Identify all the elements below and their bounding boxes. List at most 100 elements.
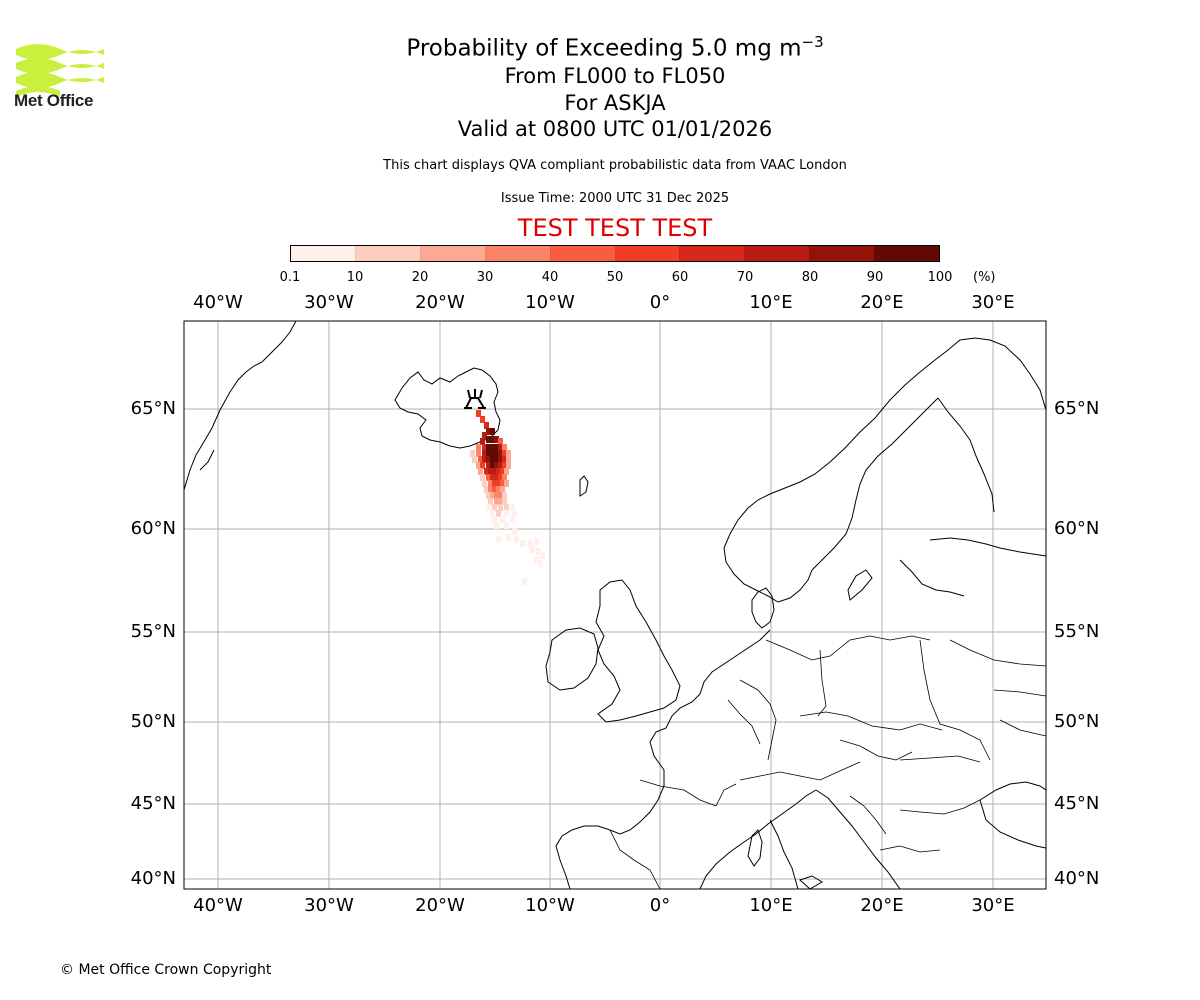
ash-probability-cell [498,474,503,481]
country-borders [609,635,1046,889]
longitude-label-top: 40°W [193,292,243,313]
ash-probability-cell [476,444,481,451]
colorbar-segment [874,246,940,261]
ash-probability-cell [504,522,509,529]
ash-probability-cell [502,474,507,481]
ash-probability-cell [502,444,507,451]
ash-probability-cell [492,468,497,475]
ash-probability-cell [486,436,491,443]
ash-probability-cell [494,522,499,529]
latitude-label-left: 50°N [130,711,176,732]
ash-probability-cell [494,498,499,505]
colorbar-tick-label: 20 [411,270,429,285]
ash-probability-cell [490,462,495,469]
longitude-label-bottom: 20°E [860,895,904,916]
ash-probability-cell [486,444,491,451]
colorbar [290,245,940,262]
ash-probability-cell [528,540,533,547]
ireland-coast [545,627,599,691]
longitude-label-top: 30°W [304,292,354,313]
colorbar-segment [484,246,550,261]
iceland-coast [394,367,501,449]
colorbar-segment [809,246,875,261]
ash-probability-cell [504,504,509,511]
ash-probability-cell [498,498,503,505]
colorbar-segment [614,246,680,261]
colorbar-tick-label: 70 [736,270,754,285]
ash-probability-cell [496,536,501,543]
ash-probability-cell [540,552,545,559]
ash-probability-cell [494,450,499,457]
ash-probability-cell [478,456,483,463]
ash-probability-cell [522,578,527,585]
ash-probability-cell [476,450,481,457]
colorbar-unit: (%) [973,270,996,285]
ash-probability-cell [496,468,501,475]
ash-probability-cell [486,462,491,469]
longitude-label-top: 10°E [749,292,793,313]
ash-probability-cell [498,456,503,463]
ash-probability-cell [498,450,503,457]
colorbar-tick-label: 50 [606,270,624,285]
ash-probability-cell [496,480,501,487]
ash-probability-cell [502,456,507,463]
volcano-name: For ASKJA [564,91,666,115]
ash-probability-cell [502,450,507,457]
ash-probability-cell [494,444,499,451]
ash-probability-cell [494,456,499,463]
ash-probability-cell [494,436,499,443]
test-banner: TEST TEST TEST [517,214,713,242]
ash-probability-cell [486,456,491,463]
ash-probability-cell [496,486,501,493]
ash-probability-field [470,410,545,585]
colorbar-tick-label: 10 [346,270,364,285]
ash-probability-cell [500,516,505,523]
ash-probability-cell [538,560,543,567]
ash-probability-cell [500,468,505,475]
latitude-label-right: 55°N [1054,621,1100,642]
ash-probability-cell [492,486,497,493]
ash-probability-cell [494,492,499,499]
ash-probability-cell [494,462,499,469]
chart-description: This chart displays QVA compliant probab… [383,158,847,173]
latitude-label-left: 45°N [130,793,176,814]
ash-probability-cell [506,450,511,457]
ash-probability-cell [510,516,515,523]
colorbar-tick-label: 40 [541,270,559,285]
denmark-coast [751,587,775,629]
ash-probability-cell [534,538,539,545]
greenland-coast [184,321,297,491]
ash-probability-cell [488,498,493,505]
ash-probability-cell [490,444,495,451]
title-main: Probability of Exceeding 5.0 mg m [406,35,802,62]
ash-probability-cell [506,462,511,469]
ash-probability-cell [486,504,491,511]
ash-probability-cell [488,468,493,475]
colorbar-tick-label: 0.1 [279,270,301,285]
colorbar-segment [419,246,485,261]
great-britain-coast [595,579,681,723]
ash-probability-cell [486,474,491,481]
ash-probability-cell [510,504,515,511]
colorbar-segment [744,246,810,261]
ash-probability-cell [506,456,511,463]
ash-probability-cell [476,410,481,417]
ash-probability-cell [506,534,511,541]
ash-probability-cell [536,548,541,555]
ash-probability-cell [484,468,489,475]
longitude-label-top: 0° [649,292,671,313]
ash-probability-cell [494,474,499,481]
title-superscript: −3 [801,33,824,51]
ash-probability-cell [530,546,535,553]
ash-probability-cell [502,498,507,505]
ash-probability-cell [500,486,505,493]
ash-probability-cell [482,432,487,439]
colorbar-segment [291,246,355,261]
longitude-label-bottom: 30°E [971,895,1015,916]
colorbar-tick-label: 80 [801,270,819,285]
ash-probability-cell [480,438,485,445]
ash-probability-cell [520,540,525,547]
europe-west-coast [555,629,771,889]
ash-probability-cell [504,480,509,487]
